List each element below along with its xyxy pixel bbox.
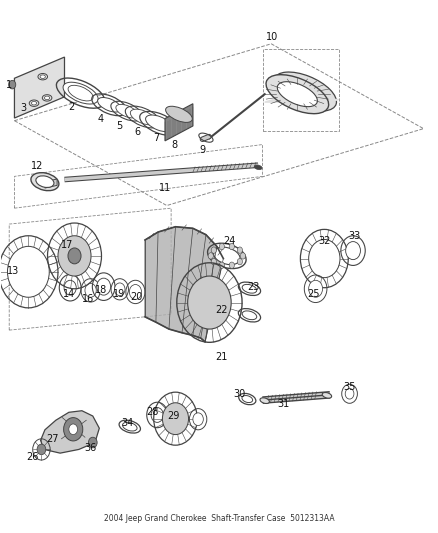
Text: 30: 30 [234,389,246,399]
Circle shape [229,244,234,250]
Circle shape [237,259,243,265]
Circle shape [58,236,91,276]
Text: 2: 2 [68,102,74,112]
Text: 24: 24 [224,236,236,246]
Text: 29: 29 [167,411,180,421]
Text: 25: 25 [307,289,320,299]
Text: 19: 19 [113,289,125,299]
Text: 28: 28 [147,407,159,417]
Circle shape [64,418,83,441]
Circle shape [64,280,76,295]
Polygon shape [41,411,99,453]
Text: 8: 8 [172,140,178,150]
Circle shape [129,285,141,300]
Ellipse shape [166,106,192,123]
Circle shape [162,403,188,434]
Text: 35: 35 [343,382,356,392]
Circle shape [85,284,96,297]
Ellipse shape [131,109,155,125]
Ellipse shape [63,82,98,104]
Ellipse shape [260,398,269,403]
Circle shape [237,247,243,253]
Text: 13: 13 [7,266,20,276]
Text: 11: 11 [159,183,171,193]
Ellipse shape [68,248,81,264]
Ellipse shape [31,173,59,191]
Polygon shape [165,104,193,141]
Ellipse shape [123,422,137,431]
Text: 5: 5 [116,121,122,131]
Text: 26: 26 [27,453,39,463]
Text: 17: 17 [60,240,73,251]
Text: 31: 31 [277,399,290,409]
Circle shape [345,389,354,399]
Circle shape [88,437,97,448]
Ellipse shape [242,395,253,402]
Ellipse shape [242,285,257,293]
Circle shape [187,276,231,329]
Circle shape [309,280,322,297]
Circle shape [37,444,46,455]
Polygon shape [45,179,57,188]
Circle shape [211,259,216,265]
Ellipse shape [116,104,138,118]
Circle shape [229,262,234,269]
Circle shape [309,239,340,278]
Text: 18: 18 [95,285,107,295]
Text: 33: 33 [349,231,361,241]
Text: 32: 32 [318,236,331,246]
Text: 14: 14 [63,289,75,299]
Circle shape [193,413,203,425]
Text: 7: 7 [153,133,159,143]
Text: 1: 1 [6,79,12,90]
Ellipse shape [45,96,49,100]
Text: 2004 Jeep Grand Cherokee  Shaft-Transfer Case  5012313AA: 2004 Jeep Grand Cherokee Shaft-Transfer … [104,514,334,523]
Text: 36: 36 [85,443,97,453]
Ellipse shape [266,75,328,114]
Circle shape [151,408,163,422]
Circle shape [115,283,125,296]
Ellipse shape [274,72,336,111]
Ellipse shape [322,392,332,398]
Text: 20: 20 [130,292,142,302]
Circle shape [97,278,111,295]
Text: 22: 22 [215,305,227,315]
Circle shape [346,241,360,260]
Ellipse shape [36,176,54,188]
Circle shape [219,262,224,269]
Ellipse shape [145,115,172,132]
Polygon shape [145,227,223,342]
Text: 9: 9 [199,145,205,155]
Text: 27: 27 [46,434,59,444]
Ellipse shape [254,165,262,169]
Ellipse shape [98,98,121,112]
Circle shape [69,424,78,434]
Text: 6: 6 [134,127,141,138]
Circle shape [7,246,49,297]
Polygon shape [14,57,64,118]
Circle shape [208,253,213,259]
Text: 3: 3 [20,103,26,114]
Text: 4: 4 [98,114,104,124]
Ellipse shape [277,82,318,107]
Ellipse shape [214,247,240,264]
Text: 16: 16 [82,294,95,304]
Ellipse shape [40,75,46,78]
Circle shape [240,253,246,259]
Text: 21: 21 [215,352,227,361]
Circle shape [211,247,216,253]
Text: 12: 12 [31,161,43,171]
Text: 10: 10 [266,33,278,43]
Polygon shape [265,100,339,102]
Ellipse shape [32,101,37,105]
Circle shape [219,244,224,250]
Text: 34: 34 [121,418,134,428]
Text: 23: 23 [247,281,260,292]
Circle shape [9,80,16,89]
Ellipse shape [242,311,257,320]
